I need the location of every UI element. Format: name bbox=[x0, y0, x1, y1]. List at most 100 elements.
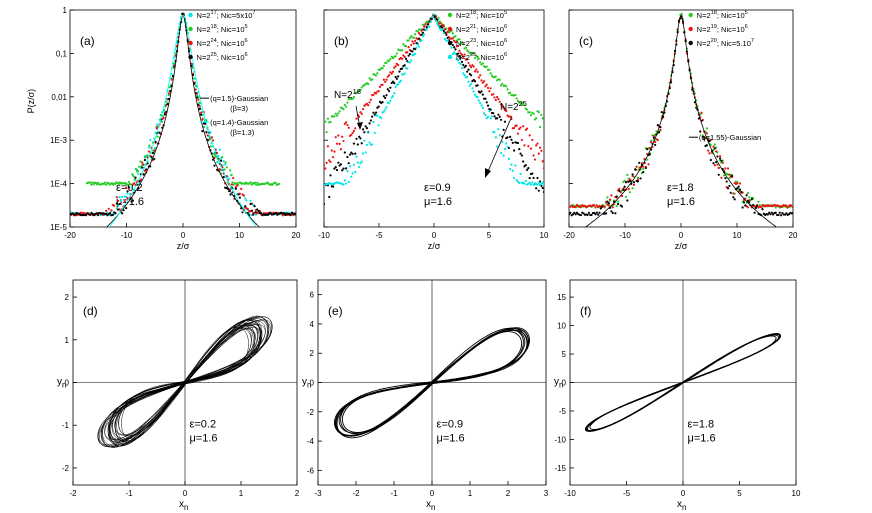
y-tick-label: 4 bbox=[310, 320, 315, 329]
data-point bbox=[622, 188, 625, 191]
data-point bbox=[390, 55, 393, 58]
data-point bbox=[601, 205, 604, 208]
data-point bbox=[241, 211, 244, 214]
data-point bbox=[532, 112, 535, 115]
x-tick-label: 0 bbox=[681, 489, 686, 498]
data-point bbox=[520, 138, 523, 142]
data-point bbox=[458, 54, 461, 58]
data-point bbox=[155, 127, 159, 130]
data-point bbox=[407, 54, 410, 57]
data-point bbox=[728, 173, 731, 176]
panel-label: (a) bbox=[80, 34, 95, 48]
data-point bbox=[294, 212, 296, 216]
data-point bbox=[627, 188, 630, 191]
data-point bbox=[222, 175, 225, 179]
data-point bbox=[524, 164, 527, 167]
data-point bbox=[499, 84, 503, 87]
legend-entry: N=218; Nic=105 bbox=[697, 10, 748, 20]
y-tick-label: 1E-3 bbox=[50, 136, 67, 145]
x-axis-label: xn bbox=[426, 499, 435, 512]
data-point bbox=[715, 160, 718, 164]
data-point bbox=[402, 42, 405, 46]
data-point bbox=[488, 90, 491, 93]
data-point bbox=[404, 45, 408, 48]
data-point bbox=[458, 38, 461, 41]
data-point bbox=[742, 201, 746, 204]
data-point bbox=[479, 61, 482, 64]
data-point bbox=[337, 134, 340, 137]
data-point bbox=[528, 111, 531, 114]
data-point bbox=[716, 155, 719, 158]
data-point bbox=[492, 93, 495, 96]
data-point bbox=[518, 147, 521, 151]
label-text: ; Nic=5.10 bbox=[717, 39, 751, 48]
data-point bbox=[377, 90, 380, 93]
panel-label: (f) bbox=[580, 304, 591, 318]
data-point bbox=[354, 127, 357, 130]
data-point bbox=[368, 101, 371, 104]
data-point bbox=[573, 211, 576, 214]
data-point bbox=[460, 53, 464, 56]
data-point bbox=[529, 183, 533, 186]
annotation-line: ε=1.8 bbox=[688, 419, 715, 431]
data-point bbox=[516, 99, 520, 102]
data-point bbox=[515, 97, 518, 100]
data-point bbox=[385, 106, 388, 109]
data-point bbox=[484, 97, 487, 100]
x-tick-label: 2 bbox=[506, 489, 511, 498]
data-point bbox=[571, 213, 575, 216]
data-point bbox=[510, 163, 513, 166]
data-point bbox=[699, 130, 702, 133]
data-point bbox=[720, 159, 723, 162]
data-point bbox=[466, 58, 469, 61]
data-point bbox=[595, 211, 598, 214]
label-superscript: 5 bbox=[245, 24, 248, 30]
data-point bbox=[646, 148, 649, 151]
data-point bbox=[244, 205, 247, 208]
x-axis-label: z/σ bbox=[428, 241, 441, 251]
data-point bbox=[628, 191, 632, 194]
data-point bbox=[111, 213, 114, 217]
data-point bbox=[196, 94, 199, 98]
data-point bbox=[352, 96, 356, 99]
data-point bbox=[376, 72, 379, 75]
data-point bbox=[756, 204, 759, 208]
data-point bbox=[481, 93, 484, 96]
data-point bbox=[138, 165, 141, 168]
data-point bbox=[406, 51, 409, 54]
data-point bbox=[232, 176, 235, 180]
x-tick-label: -10 bbox=[619, 231, 631, 240]
data-point bbox=[481, 81, 484, 84]
data-point bbox=[360, 112, 363, 115]
data-point bbox=[597, 213, 600, 216]
data-point bbox=[640, 162, 643, 165]
data-point bbox=[724, 167, 727, 170]
data-point bbox=[143, 156, 147, 159]
data-point bbox=[139, 160, 142, 163]
data-point bbox=[372, 93, 375, 96]
x-tick-label: -2 bbox=[69, 489, 77, 498]
data-point bbox=[360, 160, 363, 163]
x-tick-label: -20 bbox=[563, 231, 575, 240]
y-tick-label: 10 bbox=[557, 322, 566, 331]
data-point bbox=[254, 181, 257, 184]
data-point bbox=[277, 182, 281, 186]
data-point bbox=[569, 213, 571, 216]
data-point bbox=[131, 199, 134, 202]
data-point bbox=[519, 152, 522, 155]
data-point bbox=[603, 205, 606, 208]
data-point bbox=[393, 92, 396, 95]
data-point bbox=[408, 36, 412, 40]
series-cyan bbox=[70, 12, 296, 217]
data-point bbox=[433, 16, 436, 19]
data-point bbox=[750, 197, 754, 201]
attractor-trajectory bbox=[584, 333, 782, 432]
data-point bbox=[198, 105, 201, 108]
data-point bbox=[497, 128, 500, 131]
data-point bbox=[709, 143, 712, 147]
data-point bbox=[363, 139, 366, 142]
data-point bbox=[343, 103, 346, 106]
data-point bbox=[541, 117, 544, 120]
data-point bbox=[325, 161, 328, 164]
data-point bbox=[483, 80, 486, 83]
